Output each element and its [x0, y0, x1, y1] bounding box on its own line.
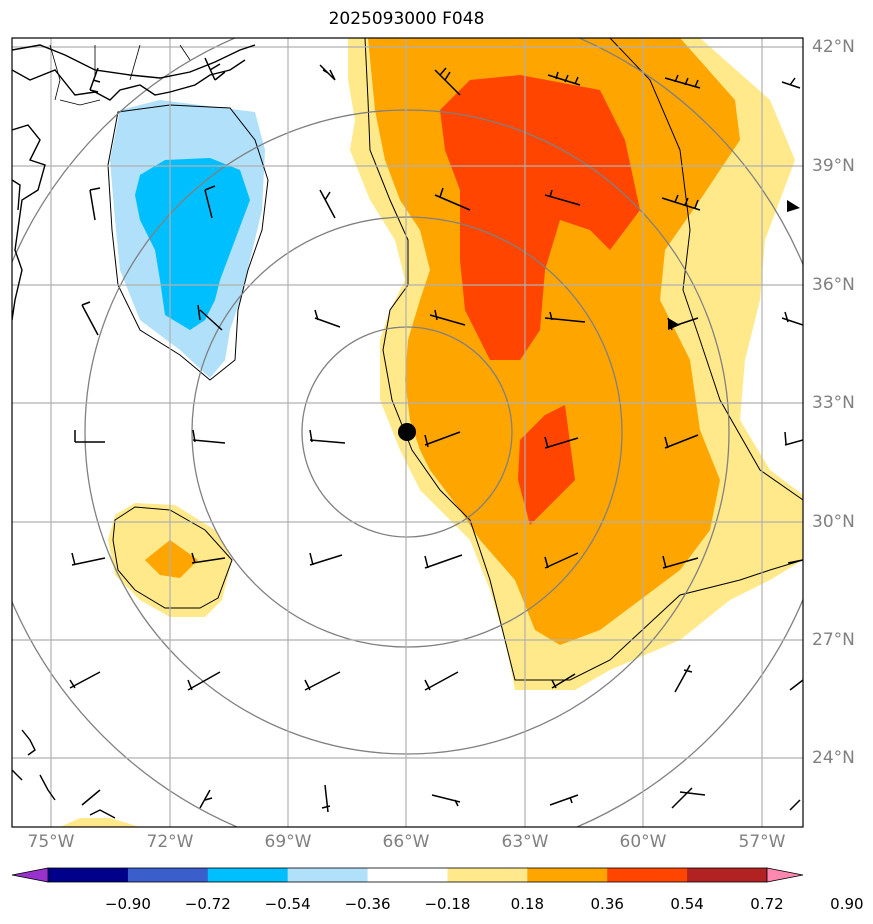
colorbar-tick-label: −0.90	[104, 895, 151, 913]
colorbar-tick-label: 0.72	[750, 895, 784, 913]
pos-region-high-north	[440, 75, 640, 360]
lon-label-75: 75°W	[27, 832, 75, 852]
colorbar-tick-label: 0.54	[670, 895, 704, 913]
colorbar-extend-high	[766, 867, 804, 883]
colorbar-tick-label: 0.90	[830, 895, 864, 913]
range-ring-3	[84, 109, 730, 755]
colorbar-tick-label: −0.18	[424, 895, 471, 913]
colorbar-extend-low	[11, 867, 49, 883]
colorbar-tick-label: 0.18	[510, 895, 545, 913]
contour-west	[107, 104, 269, 381]
colorbar-cell	[207, 868, 289, 882]
map-canvas	[11, 37, 804, 828]
colorbar-cell	[607, 868, 688, 882]
lat-label-27: 27°N	[812, 630, 855, 650]
colorbar-tick-label: 0.36	[590, 895, 624, 913]
range-ring-2	[191, 216, 623, 648]
colorbar-cell	[527, 868, 608, 882]
contour-east	[364, 38, 803, 681]
lon-label-72: 72°W	[146, 832, 194, 852]
lon-label-66: 66°W	[382, 832, 430, 852]
colorbar-cell	[127, 868, 209, 882]
lat-label-42: 42°N	[812, 37, 855, 57]
pos-region-high-south	[518, 405, 575, 525]
wind-barbs	[69, 57, 803, 813]
contour-southwest	[112, 506, 233, 609]
map-title: 2025093000 F048	[328, 9, 485, 29]
colorbar-tick-label: −0.36	[344, 895, 391, 913]
pos-blob-bottom	[60, 818, 140, 827]
lon-label-63: 63°W	[501, 832, 549, 852]
colorbar-cell	[447, 868, 528, 882]
lon-label-57: 57°W	[738, 832, 786, 852]
colorbar-tick-label: −0.54	[264, 895, 311, 913]
colorbar-cell	[287, 868, 369, 882]
lat-label-24: 24°N	[812, 748, 855, 768]
contour-east-2	[609, 38, 803, 501]
lat-label-30: 30°N	[812, 512, 855, 532]
lon-label-69: 69°W	[264, 832, 312, 852]
colorbar-cell	[48, 868, 129, 882]
range-ring-1	[301, 326, 513, 538]
lon-label-60: 60°W	[619, 832, 667, 852]
lat-label-39: 39°N	[812, 156, 855, 176]
colorbar	[11, 867, 804, 883]
storm-center-marker	[398, 423, 416, 441]
lat-label-33: 33°N	[812, 393, 855, 413]
neg-region-mid	[135, 158, 250, 330]
colorbar-tick-label: −0.72	[184, 895, 231, 913]
pos-blob-southwest-core	[145, 540, 198, 578]
colorbar-cell	[687, 868, 768, 882]
lat-label-36: 36°N	[812, 275, 855, 295]
colorbar-cell	[367, 868, 448, 882]
